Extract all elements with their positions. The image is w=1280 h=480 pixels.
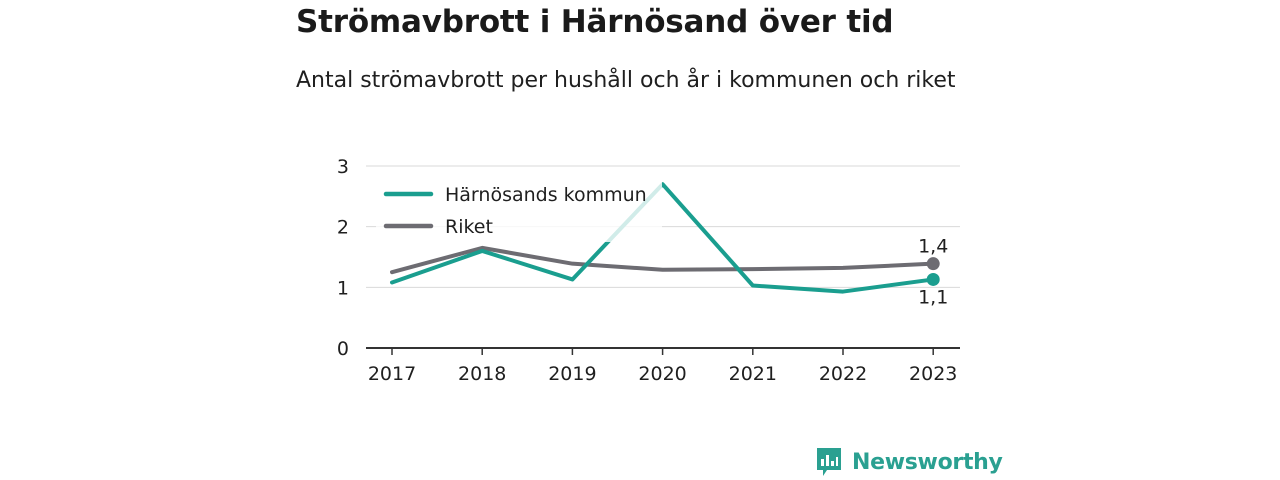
x-tick-label: 2021 [729, 363, 777, 385]
legend-backdrop [376, 178, 662, 242]
y-tick-label: 0 [337, 338, 349, 360]
series-line-harnosand [390, 182, 936, 294]
legend-label-harnosand: Härnösands kommun [445, 184, 647, 206]
x-tick-label: 2019 [548, 363, 596, 385]
x-tick-label: 2020 [638, 363, 686, 385]
y-tick-label: 3 [337, 156, 349, 178]
x-tick-label: 2018 [458, 363, 506, 385]
y-tick-label: 2 [337, 217, 349, 239]
brand-name: Newsworthy [852, 449, 1003, 475]
legend-label-riket: Riket [445, 216, 493, 238]
y-tick-label: 1 [337, 277, 349, 299]
end-point-harnosand [926, 272, 940, 286]
legend: Härnösands kommun Riket [376, 178, 662, 242]
x-tick-label: 2023 [909, 363, 957, 385]
x-tick-label: 2022 [819, 363, 867, 385]
series-line-riket [390, 245, 936, 275]
newsworthy-icon [817, 448, 841, 476]
end-label-riket: 1,4 [918, 236, 948, 258]
end-label-harnosand: 1,1 [918, 286, 948, 308]
series-layer: 1,4 1,1 [390, 182, 948, 308]
x-tick-label: 2017 [368, 363, 416, 385]
chart-title: Strömavbrott i Härnösand över tid [296, 4, 894, 40]
newsworthy-logo: Newsworthy [815, 446, 1003, 478]
axis-layer: 0 1 2 3 2017 2018 2019 2020 2021 2022 2023 [337, 156, 960, 385]
chart-subtitle: Antal strömavbrott per hushåll och år i … [296, 68, 956, 93]
end-point-riket [926, 257, 940, 271]
